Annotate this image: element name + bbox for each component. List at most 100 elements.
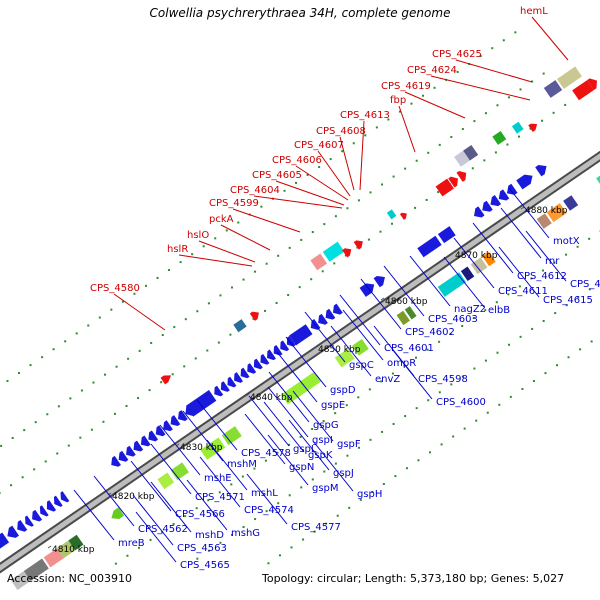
- guide-dot: [461, 128, 464, 131]
- gene-arrow: [46, 500, 57, 512]
- gene-label: CPS_4562: [138, 524, 188, 535]
- label-leaders: [73, 16, 569, 563]
- leader-line: [409, 255, 451, 307]
- gene-label: gspK: [308, 450, 333, 461]
- gene-box: [460, 266, 475, 281]
- gene-label: CPS_4613: [340, 110, 390, 121]
- gene-label: gspF: [337, 439, 361, 450]
- gene-label: CPS_4598: [418, 374, 468, 385]
- guide-dot: [254, 270, 257, 273]
- guide-dot: [369, 191, 372, 194]
- feature-arrow: [7, 525, 19, 538]
- guide-dot: [357, 446, 360, 449]
- gene-arrow: [126, 445, 136, 457]
- leader-line: [531, 16, 569, 61]
- guide-dot: [391, 372, 394, 375]
- gene-label: CPS_4571: [195, 492, 245, 503]
- leader-line: [276, 351, 318, 403]
- feature-box: [56, 540, 76, 559]
- gene-arrow: [111, 507, 125, 519]
- gene-arrow: [474, 206, 485, 218]
- guide-dot: [323, 223, 326, 226]
- guide-dot: [288, 443, 291, 446]
- leader-line: [267, 386, 309, 438]
- guide-dot: [531, 80, 534, 83]
- gene-box: [310, 253, 328, 271]
- guide-dot: [57, 405, 60, 408]
- guide-dot: [29, 364, 32, 367]
- guide-dot: [590, 340, 593, 343]
- guide-dot: [276, 451, 279, 454]
- feature-box: [470, 257, 488, 275]
- gene-label: CPS_4605: [252, 170, 302, 181]
- leader-line: [267, 434, 309, 486]
- gene-label: CPS_4600: [436, 397, 486, 408]
- gene-box: [157, 472, 175, 490]
- gene-label: CPS_4563: [177, 543, 227, 554]
- guide-dot: [218, 491, 221, 494]
- gene-label: gspM: [312, 483, 339, 494]
- backbone-core: [0, 153, 600, 572]
- leader-line: [430, 75, 531, 101]
- guide-dot: [33, 468, 36, 471]
- gene-arrow: [318, 313, 328, 325]
- ruler-tick: [380, 297, 385, 301]
- guide-dot: [21, 476, 24, 479]
- leader-line: [317, 150, 351, 197]
- gene-label: gspL: [293, 444, 317, 455]
- gene-arrow: [490, 195, 502, 207]
- gene-box: [396, 310, 410, 326]
- guide-dot: [137, 546, 140, 549]
- gene-arrow: [506, 183, 518, 195]
- gene-label: CPS_4604: [230, 185, 280, 196]
- gene-arrow: [273, 344, 283, 356]
- guide-dot: [41, 356, 44, 359]
- guide-dot: [463, 427, 466, 430]
- feature-arrow: [273, 344, 283, 356]
- gene-arrow: [148, 430, 159, 442]
- feature-arrow: [318, 313, 328, 325]
- gene-label: CPS_4601: [384, 343, 434, 354]
- gene-box: [170, 462, 189, 481]
- guide-dot: [287, 294, 290, 297]
- gene-label: CPS_4616: [570, 279, 600, 290]
- guide-dot: [23, 429, 26, 432]
- leader-line: [360, 278, 402, 330]
- guide-dot: [415, 159, 418, 162]
- guide-dot: [461, 375, 464, 378]
- guide-dot: [168, 269, 171, 272]
- guide-dot: [264, 309, 267, 312]
- guide-dot: [56, 452, 59, 455]
- leader-line: [130, 460, 172, 512]
- gene-label: gspN: [289, 462, 314, 473]
- gene-arrow: [140, 435, 151, 447]
- guide-dot: [450, 135, 453, 138]
- guide-dot: [194, 357, 197, 360]
- gene-arrow: [516, 174, 533, 190]
- gene-label: CPS_4608: [316, 126, 366, 137]
- leader-line: [196, 399, 238, 451]
- feature-arrow: [498, 189, 510, 201]
- feature-arrow: [155, 425, 166, 437]
- guide-dot: [532, 380, 535, 383]
- gene-arrow: [0, 532, 10, 554]
- feature-box: [23, 558, 49, 581]
- guide-dot: [322, 420, 325, 423]
- guide-dot: [138, 349, 141, 352]
- feature-box: [386, 209, 397, 220]
- feature-arrow: [456, 170, 467, 182]
- feature-box: [233, 319, 247, 333]
- gene-arrow: [535, 165, 547, 177]
- gene-box: [386, 209, 397, 220]
- gene-label: gspI: [312, 435, 333, 446]
- feature-arrow: [118, 450, 129, 462]
- guide-dot: [46, 413, 49, 416]
- gene-box: [492, 131, 507, 145]
- guide-dot: [494, 151, 497, 154]
- gene-label: mshM: [227, 459, 257, 470]
- guide-dot: [398, 110, 401, 113]
- leader-line: [113, 293, 166, 331]
- ruler-tick: [450, 251, 455, 255]
- guide-dot: [336, 514, 339, 517]
- guide-dot: [288, 494, 291, 497]
